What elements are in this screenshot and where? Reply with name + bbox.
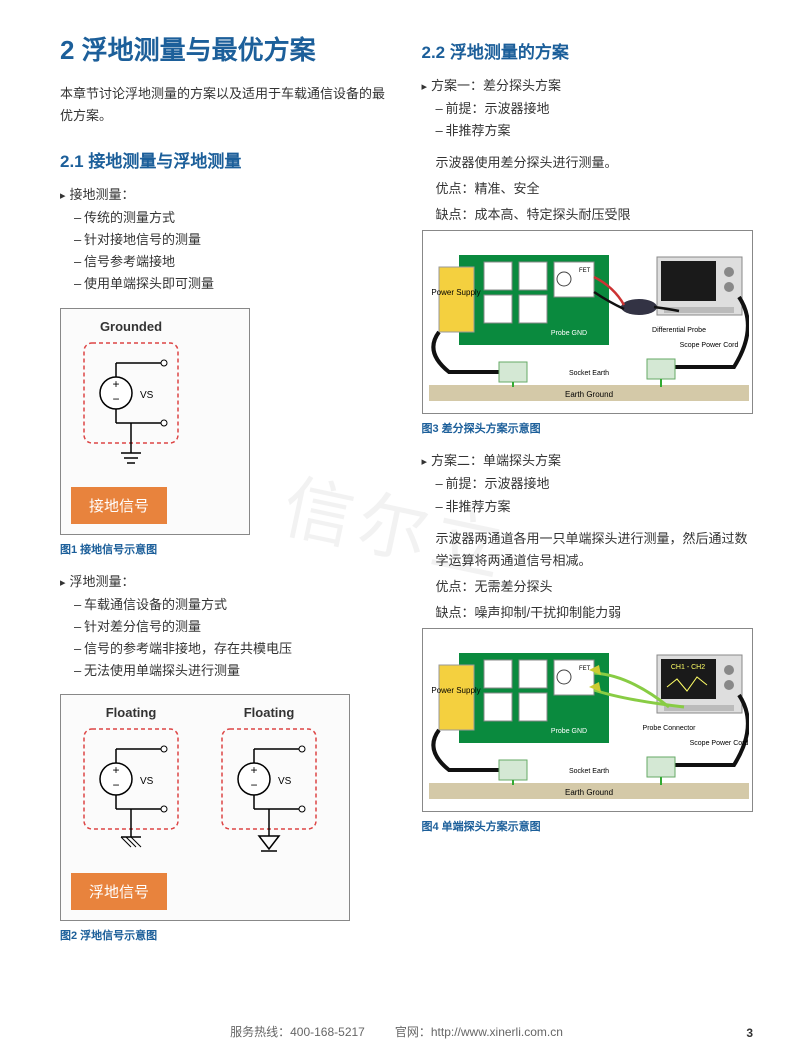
floating-circuit-svg-2: + − VS: [214, 724, 324, 854]
plan2-desc: 示波器两通道各用一只单端探头进行测量，然后通过数学运算将两通道信号相减。: [422, 528, 754, 572]
plan1-list: 前提：示波器接地 非推荐方案: [422, 98, 754, 142]
svg-text:Power Supply: Power Supply: [431, 288, 480, 297]
page-number: 3: [746, 1026, 753, 1040]
figure-4: Power Supply FET Probe GND CH1 - CH2 Pro…: [422, 628, 754, 812]
section-2-2-heading: 2.2 浮地测量的方案: [422, 38, 754, 63]
list-item: 信号的参考端非接地，存在共模电压: [74, 638, 392, 660]
list-item: 前提：示波器接地: [436, 98, 754, 120]
figure-4-caption: 图4 单端探头方案示意图: [422, 818, 754, 834]
svg-text:Earth Ground: Earth Ground: [564, 788, 612, 797]
plan1-desc: 示波器使用差分探头进行测量。: [422, 152, 754, 174]
svg-text:Socket Earth: Socket Earth: [568, 370, 608, 377]
svg-text:Probe GND: Probe GND: [550, 330, 586, 337]
list-item: 针对差分信号的测量: [74, 616, 392, 638]
grounded-list: 传统的测量方式 针对接地信号的测量 信号参考端接地 使用单端探头即可测量: [60, 207, 392, 295]
list-item: 无法使用单端探头进行测量: [74, 660, 392, 682]
intro-text: 本章节讨论浮地测量的方案以及适用于车载通信设备的最优方案。: [60, 83, 392, 127]
section-2-1-heading: 2.1 接地测量与浮地测量: [60, 147, 392, 172]
svg-text:+: +: [112, 377, 119, 391]
grounded-label: 接地信号: [71, 487, 167, 524]
svg-text:Scope Power Cord: Scope Power Cord: [689, 740, 748, 747]
plan2-pros: 优点：无需差分探头: [422, 576, 754, 598]
svg-text:VS: VS: [278, 776, 292, 787]
svg-text:VS: VS: [140, 776, 154, 787]
svg-text:Socket Earth: Socket Earth: [568, 768, 608, 775]
grounded-diag-title: Grounded: [71, 319, 191, 334]
svg-text:+: +: [250, 763, 257, 777]
svg-text:FET: FET: [579, 268, 591, 274]
site-label: 官网：: [395, 1025, 431, 1039]
svg-text:Differential Probe: Differential Probe: [652, 327, 706, 334]
chapter-title: 2 浮地测量与最优方案: [60, 30, 392, 67]
list-item: 前提：示波器接地: [436, 473, 754, 495]
svg-text:VS: VS: [140, 390, 154, 401]
figure-1: Grounded + − VS: [60, 308, 250, 535]
single-probe-setup-svg: Power Supply FET Probe GND CH1 - CH2 Pro…: [429, 635, 749, 805]
floating-label: 浮地信号: [71, 873, 167, 910]
hotline-label: 服务热线：: [230, 1025, 290, 1039]
grounded-head: 接地测量：: [60, 184, 392, 203]
floating-diag-title-2: Floating: [209, 705, 329, 720]
list-item: 非推荐方案: [436, 120, 754, 142]
svg-text:Power Supply: Power Supply: [431, 686, 480, 695]
plan2-head: 方案二：单端探头方案: [422, 450, 754, 469]
floating-circuit-svg-1: + − VS: [76, 724, 186, 854]
svg-text:Probe GND: Probe GND: [550, 728, 586, 735]
svg-text:Earth Ground: Earth Ground: [564, 390, 612, 399]
svg-text:−: −: [250, 778, 257, 792]
svg-text:−: −: [112, 778, 119, 792]
floating-head: 浮地测量：: [60, 571, 392, 590]
figure-3-caption: 图3 差分探头方案示意图: [422, 420, 754, 436]
list-item: 车载通信设备的测量方式: [74, 594, 392, 616]
svg-text:Scope Power Cord: Scope Power Cord: [679, 342, 738, 349]
svg-text:−: −: [112, 392, 119, 406]
figure-2: Floating + − VS: [60, 694, 350, 921]
figure-2-caption: 图2 浮地信号示意图: [60, 927, 392, 943]
svg-text:+: +: [112, 763, 119, 777]
list-item: 传统的测量方式: [74, 207, 392, 229]
svg-text:Probe Connector: Probe Connector: [642, 725, 696, 732]
list-item: 针对接地信号的测量: [74, 229, 392, 251]
list-item: 使用单端探头即可测量: [74, 273, 392, 295]
plan1-pros: 优点：精准、安全: [422, 178, 754, 200]
list-item: 信号参考端接地: [74, 251, 392, 273]
plan2-list: 前提：示波器接地 非推荐方案: [422, 473, 754, 517]
figure-3: Power Supply FET Probe GND Differential …: [422, 230, 754, 414]
list-item: 非推荐方案: [436, 496, 754, 518]
plan1-head: 方案一：差分探头方案: [422, 75, 754, 94]
plan2-cons: 缺点：噪声抑制/干扰抑制能力弱: [422, 602, 754, 624]
plan1-cons: 缺点：成本高、特定探头耐压受限: [422, 204, 754, 226]
svg-text:CH1 - CH2: CH1 - CH2: [670, 664, 704, 671]
floating-list: 车载通信设备的测量方式 针对差分信号的测量 信号的参考端非接地，存在共模电压 无…: [60, 594, 392, 682]
grounded-circuit-svg: + − VS: [76, 338, 186, 468]
hotline-number: 400-168-5217: [290, 1025, 365, 1039]
site-url: http://www.xinerli.com.cn: [431, 1025, 563, 1039]
footer: 服务热线：400-168-5217 官网：http://www.xinerli.…: [0, 1023, 793, 1040]
figure-1-caption: 图1 接地信号示意图: [60, 541, 392, 557]
diff-probe-setup-svg: Power Supply FET Probe GND Differential …: [429, 237, 749, 407]
floating-diag-title-1: Floating: [71, 705, 191, 720]
svg-text:FET: FET: [579, 666, 591, 672]
